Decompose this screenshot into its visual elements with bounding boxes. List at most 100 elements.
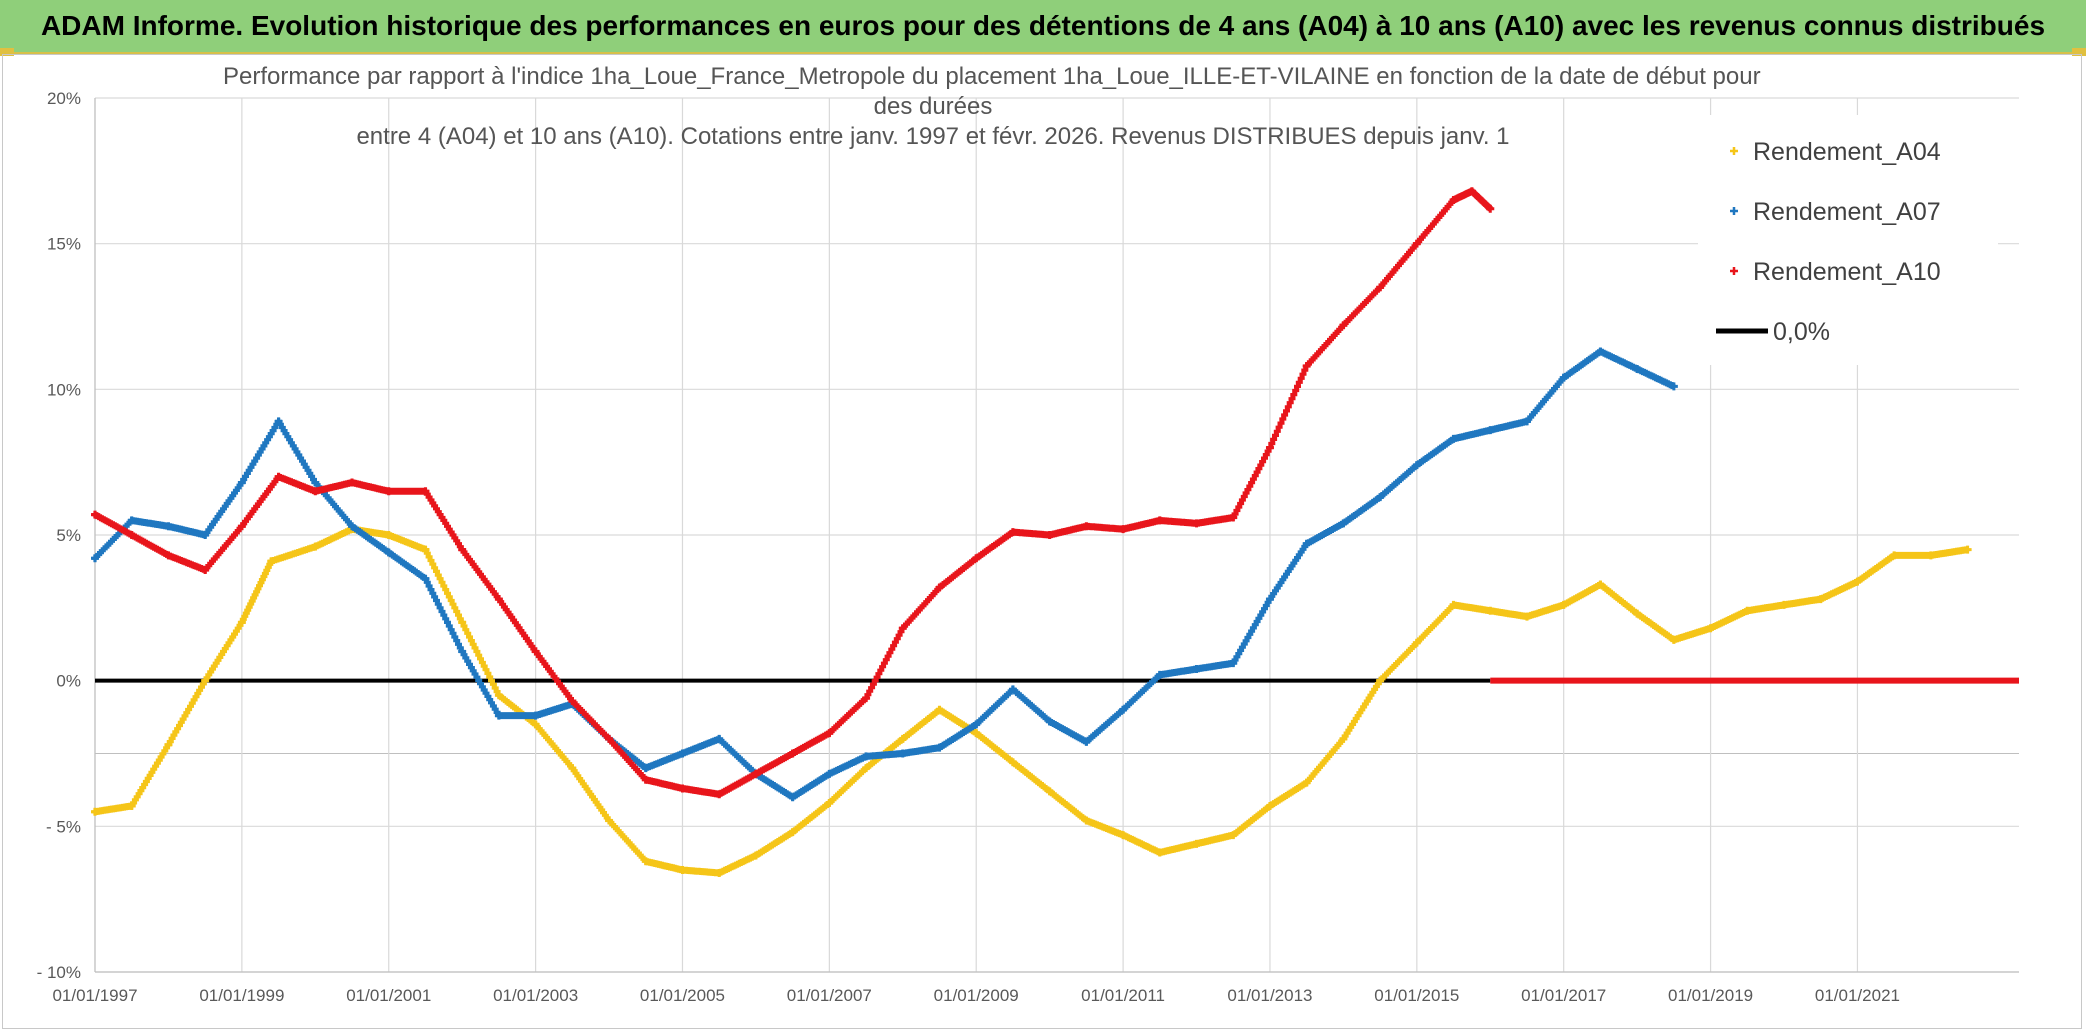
x-tick-label: 01/01/2001 (346, 986, 431, 1005)
data-point (458, 618, 467, 627)
x-tick-label: 01/01/2017 (1521, 986, 1606, 1005)
legend-item: Rendement_A07 (1730, 198, 1941, 226)
data-point (678, 749, 687, 758)
data-point (91, 510, 99, 519)
data-point (1486, 426, 1495, 435)
data-point (1008, 685, 1017, 694)
data-point (531, 647, 540, 656)
data-point (1082, 816, 1091, 825)
data-point (1522, 612, 1531, 621)
data-point (91, 554, 99, 563)
banner-corner-right (2072, 48, 2086, 56)
data-point (127, 516, 136, 525)
data-point (421, 487, 430, 496)
data-point (311, 487, 320, 496)
data-point (237, 618, 246, 627)
data-point (862, 764, 871, 773)
x-tick-label: 01/01/1999 (199, 986, 284, 1005)
y-tick-label: 20% (47, 89, 81, 108)
data-point (201, 531, 210, 539)
data-point (1339, 734, 1348, 743)
data-point (274, 472, 283, 481)
data-point (935, 705, 944, 714)
data-point (201, 565, 210, 574)
data-point (311, 542, 320, 551)
y-tick-label: 10% (47, 380, 81, 399)
data-point (1155, 848, 1164, 857)
data-point (1926, 551, 1935, 560)
data-point (494, 595, 503, 604)
x-tick-label: 01/01/1997 (52, 986, 137, 1005)
data-point (1706, 624, 1715, 633)
data-point (458, 545, 467, 554)
data-point (1596, 580, 1605, 589)
data-point (1008, 758, 1017, 767)
data-point (862, 752, 871, 761)
chart-title-line-1: Performance par rapport à l'indice 1ha_L… (223, 63, 1761, 90)
data-point (1412, 638, 1421, 647)
data-point (1486, 204, 1495, 213)
data-point (1596, 347, 1605, 356)
legend-item: Rendement_A04 (1730, 138, 1941, 166)
data-point (1669, 635, 1678, 644)
chart-frame: - 10% - 5% 0% 5% 10% 15% 20% 01/01/1997 01/01/19… (2, 54, 2082, 1029)
x-tick-label: 01/01/2007 (787, 986, 872, 1005)
data-point (274, 417, 283, 426)
data-point (1192, 839, 1201, 848)
data-point (1376, 676, 1385, 685)
data-point (1412, 461, 1421, 470)
data-point (1045, 717, 1054, 726)
data-point (605, 816, 614, 825)
data-point (751, 851, 760, 860)
y-tick-label: - 10% (37, 963, 81, 982)
legend-label: 0,0% (1773, 318, 1830, 346)
data-point (1082, 522, 1091, 531)
data-point (458, 647, 467, 656)
data-point (825, 799, 834, 808)
data-point (1192, 665, 1201, 674)
legend-swatch (1730, 267, 1738, 275)
x-tick-label: 01/01/2015 (1374, 986, 1459, 1005)
data-point (348, 522, 357, 531)
data-point (1559, 600, 1568, 609)
chart-title-line-2: des durées (873, 93, 993, 120)
data-point (494, 691, 503, 700)
data-point (1339, 519, 1348, 528)
data-point (641, 857, 650, 866)
data-point (421, 574, 430, 583)
data-point (164, 551, 173, 560)
data-point (237, 522, 246, 531)
data-point (421, 545, 430, 554)
y-tick-label: 5% (56, 526, 81, 545)
series-markers (91, 187, 1493, 798)
series-layer (91, 187, 2019, 877)
data-point (935, 743, 944, 752)
data-point (1119, 525, 1128, 534)
data-point (1155, 516, 1164, 525)
data-point (1339, 321, 1348, 330)
x-tick-label: 01/01/2021 (1815, 986, 1900, 1005)
data-point (898, 749, 907, 758)
data-point (1229, 831, 1238, 840)
data-point (1045, 531, 1054, 539)
x-tick-label: 01/01/2003 (493, 986, 578, 1005)
data-point (1780, 600, 1789, 609)
data-point (1449, 195, 1458, 204)
series-Rendement_A10 (91, 187, 1495, 799)
data-point (935, 583, 944, 592)
data-point (972, 720, 981, 729)
legend-item: 0,0% (1716, 318, 1830, 346)
x-tick-label: 01/01/2009 (934, 986, 1019, 1005)
data-point (972, 554, 981, 563)
data-point (91, 807, 99, 816)
data-point (1265, 801, 1274, 810)
data-point (1155, 670, 1164, 679)
x-tick-label: 01/01/2005 (640, 986, 725, 1005)
data-point (825, 729, 834, 738)
data-point (237, 478, 246, 487)
data-point (1853, 577, 1862, 586)
data-point (127, 801, 136, 810)
series-Rendement_A04 (91, 525, 1972, 877)
legend: Rendement_A04 Rendement_A07 Rendement_A10 0… (1698, 115, 1998, 365)
data-point (1669, 382, 1678, 391)
